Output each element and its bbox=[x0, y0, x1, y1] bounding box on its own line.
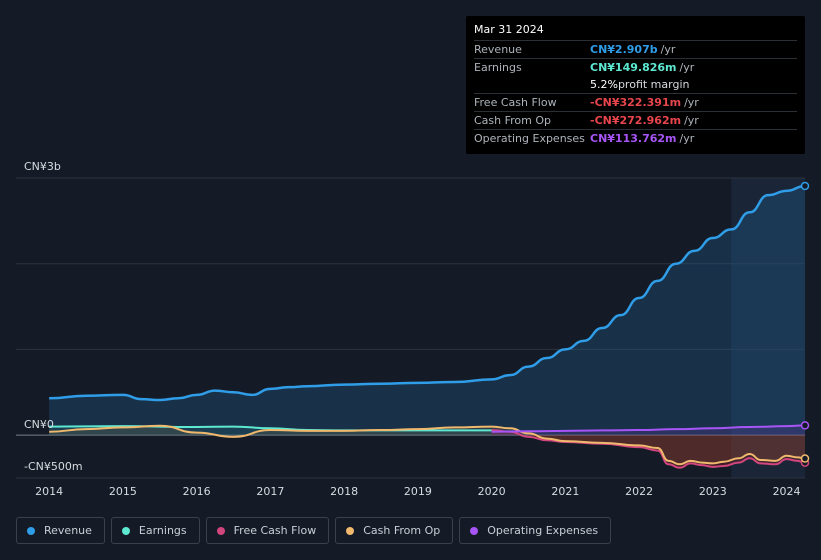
x-tick-label: 2015 bbox=[109, 485, 137, 498]
profit-margin-label: profit margin bbox=[617, 78, 690, 91]
x-axis: 2014 2015 2016 2017 2018 2019 2020 2021 2022 2023… bbox=[35, 485, 800, 498]
x-tick-label: 2016 bbox=[183, 485, 211, 498]
x-tick-label: 2024 bbox=[773, 485, 801, 498]
legend-label: Free Cash Flow bbox=[233, 524, 317, 537]
free-cash-flow-line bbox=[491, 429, 806, 469]
x-tick-label: 2020 bbox=[478, 485, 506, 498]
gridlines bbox=[16, 177, 805, 479]
tooltip-unit: /yr bbox=[660, 43, 676, 56]
revenue-line bbox=[49, 184, 806, 402]
tooltip-unit: /yr bbox=[679, 132, 695, 145]
tooltip-row-margin: 5.2% profit margin bbox=[474, 76, 797, 93]
profit-margin-value: 5.2% bbox=[590, 78, 618, 91]
tooltip-row-earnings: Earnings CN¥149.826m /yr bbox=[474, 58, 797, 76]
tooltip-label: Free Cash Flow bbox=[474, 96, 557, 109]
tooltip-date: Mar 31 2024 bbox=[474, 23, 544, 36]
x-tick-label: 2021 bbox=[551, 485, 579, 498]
tooltip-unit: /yr bbox=[684, 96, 699, 109]
x-tick-label: 2022 bbox=[625, 485, 653, 498]
legend-item-revenue[interactable]: Revenue bbox=[16, 517, 105, 544]
x-tick-label: 2018 bbox=[330, 485, 358, 498]
revenue-area bbox=[49, 185, 805, 436]
free-cash-flow-dot-icon bbox=[216, 526, 225, 535]
legend-item-cash-from-op[interactable]: Cash From Op bbox=[335, 517, 454, 544]
revenue-endpoint bbox=[800, 181, 810, 191]
data-tooltip: Mar 31 2024 Revenue CN¥2.907b /yr Earnin… bbox=[466, 16, 805, 154]
revenue-dot-icon bbox=[27, 526, 35, 535]
earnings-dot-icon bbox=[121, 526, 130, 535]
tooltip-label: Revenue bbox=[474, 43, 522, 56]
cash-from-op-dot-icon bbox=[346, 526, 355, 535]
cash-from-op-line bbox=[49, 424, 806, 466]
operating-expenses-endpoint bbox=[800, 421, 810, 430]
legend-label: Operating Expenses bbox=[487, 524, 599, 537]
operating-expenses-dot-icon bbox=[470, 526, 479, 535]
x-tick-label: 2017 bbox=[256, 485, 284, 498]
operating-expenses-line bbox=[491, 424, 806, 433]
tooltip-value: -CN¥322.391m bbox=[590, 96, 682, 109]
tooltip-row-fcf: Free Cash Flow -CN¥322.391m /yr bbox=[474, 93, 797, 111]
legend-label: Cash From Op bbox=[363, 524, 441, 537]
tooltip-unit: /yr bbox=[679, 61, 695, 74]
tooltip-label: Earnings bbox=[474, 61, 522, 74]
tooltip-label: Operating Expenses bbox=[474, 132, 585, 145]
x-tick-label: 2014 bbox=[35, 485, 63, 498]
tooltip-value: CN¥2.907b bbox=[590, 43, 658, 56]
legend-item-operating-expenses[interactable]: Operating Expenses bbox=[459, 517, 612, 544]
legend-label: Revenue bbox=[44, 524, 92, 537]
tooltip-value: CN¥113.762m bbox=[590, 132, 677, 145]
tooltip-label: Cash From Op bbox=[474, 114, 552, 127]
legend: Revenue Earnings Free Cash Flow Cash Fro… bbox=[16, 517, 612, 544]
cash-from-op-area bbox=[49, 425, 805, 465]
y-label-top: CN¥3b bbox=[24, 160, 61, 173]
x-tick-label: 2023 bbox=[699, 485, 727, 498]
tooltip-row-opex: Operating Expenses CN¥113.762m /yr bbox=[474, 129, 797, 147]
legend-label: Earnings bbox=[138, 524, 187, 537]
y-label-zero: CN¥0 bbox=[24, 418, 54, 431]
cash-from-op-endpoint bbox=[800, 454, 810, 463]
tooltip-row-cfo: Cash From Op -CN¥272.962m /yr bbox=[474, 111, 797, 129]
tooltip-value: -CN¥272.962m bbox=[590, 114, 682, 127]
tooltip-unit: /yr bbox=[684, 114, 699, 127]
x-tick-label: 2019 bbox=[404, 485, 432, 498]
legend-item-earnings[interactable]: Earnings bbox=[110, 517, 200, 544]
tooltip-label bbox=[474, 76, 590, 93]
tooltip-row-revenue: Revenue CN¥2.907b /yr bbox=[474, 40, 797, 58]
legend-item-free-cash-flow[interactable]: Free Cash Flow bbox=[205, 517, 330, 544]
tooltip-value: CN¥149.826m bbox=[590, 61, 677, 74]
y-label-bottom: -CN¥500m bbox=[24, 460, 83, 473]
